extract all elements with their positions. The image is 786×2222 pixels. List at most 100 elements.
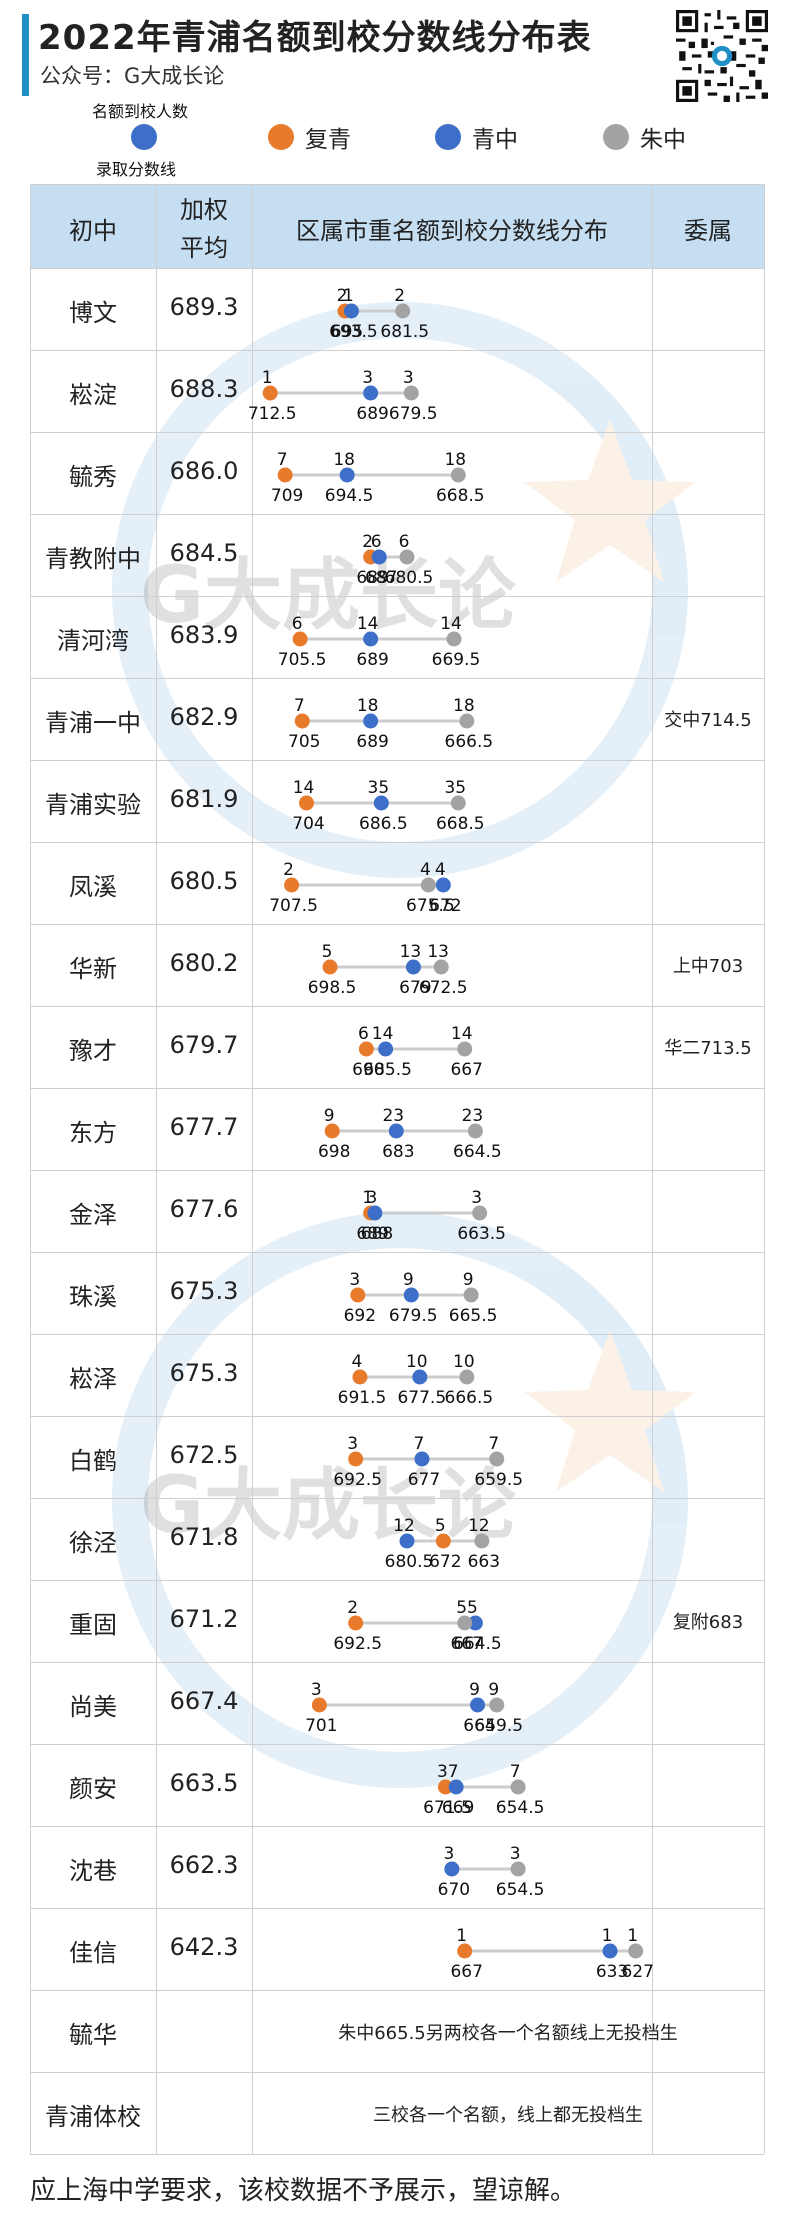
table-column-divider <box>652 184 653 2154</box>
count-label-qingzhong: 7 <box>448 1762 459 1782</box>
weighted-average: 663.5 <box>169 1769 239 1797</box>
table-row-divider <box>30 1006 764 1007</box>
score-label-qingzhong: 694.5 <box>325 486 374 506</box>
score-label-zhuzhong: 680.5 <box>385 568 434 588</box>
dot-qingzhong <box>470 1697 486 1713</box>
school-name: 重固 <box>69 1611 117 1639</box>
score-label-qingzhong: 687 <box>365 568 397 588</box>
table-column-divider <box>156 184 157 2154</box>
count-label-qingzhong: 5 <box>467 1598 478 1618</box>
school-name: 青教附中 <box>45 545 141 573</box>
dot-zhuzhong <box>510 1861 526 1877</box>
header-avg-line2: 平均 <box>180 234 228 262</box>
page-title: 2022年青浦名额到校分数线分布表 <box>38 18 592 58</box>
score-label-fuqing: 689 <box>356 1224 388 1244</box>
count-label-fuqing: 6 <box>358 1024 369 1044</box>
weighted-average: 642.3 <box>169 1933 239 1961</box>
dot-zhuzhong <box>457 1041 473 1057</box>
dot-zhuzhong <box>463 1287 479 1303</box>
count-label-zhuzhong: 18 <box>453 696 475 716</box>
dot-qingzhong <box>405 959 421 975</box>
table-row-divider <box>30 350 764 351</box>
dot-zhuzhong <box>459 1369 475 1385</box>
count-label-fuqing: 6 <box>292 614 303 634</box>
row-remark: 朱中665.5另两校各一个名额线上无投档生 <box>338 2023 678 2044</box>
weighted-average: 667.4 <box>169 1687 239 1715</box>
chart-row: 3 671.5 7 669 7 654.5 <box>423 1762 544 1818</box>
dot-zhuzhong <box>474 1533 490 1549</box>
count-label-fuqing: 3 <box>347 1434 358 1454</box>
dot-fuqing <box>284 877 300 893</box>
header-affiliation: 委属 <box>684 217 732 245</box>
score-label-zhuzhong: 675.5 <box>406 896 455 916</box>
dot-qingzhong <box>403 1287 419 1303</box>
score-label-zhuzhong: 667 <box>450 1634 482 1654</box>
count-label-qingzhong: 4 <box>435 860 446 880</box>
count-label-qingzhong: 3 <box>362 368 373 388</box>
dot-qingzhong <box>367 1205 383 1221</box>
score-label-qingzhong: 679.5 <box>389 1306 438 1326</box>
count-label-zhuzhong: 9 <box>463 1270 474 1290</box>
score-label-fuqing: 704 <box>292 814 324 834</box>
score-label-fuqing: 692.5 <box>333 1470 382 1490</box>
chart-row: 3 701 9 664 9 659.5 <box>305 1680 523 1736</box>
chart-row: 2 707.5 4 672 4 675.5 <box>269 860 461 916</box>
table-column-divider <box>252 184 253 2154</box>
dot-fuqing <box>292 631 308 647</box>
chart-row: 6 705.5 14 689 14 669.5 <box>278 614 481 670</box>
dot-fuqing <box>437 1779 453 1795</box>
dot-qingzhong <box>388 1123 404 1139</box>
dot-qingzhong <box>412 1369 428 1385</box>
chart-row: 4 691.5 10 677.5 10 666.5 <box>338 1352 494 1408</box>
table-row-divider <box>30 760 764 761</box>
chart-row: 5 672 12 680.5 12 663 <box>385 1516 500 1572</box>
score-label-fuqing: 667 <box>450 1962 482 1982</box>
score-label-qingzhong: 689 <box>356 732 388 752</box>
table-row-divider <box>30 514 764 515</box>
weighted-average: 680.5 <box>169 867 239 895</box>
count-label-zhuzhong: 1 <box>627 1926 638 1946</box>
dot-zhuzhong <box>459 713 475 729</box>
count-label-zhuzhong: 7 <box>510 1762 521 1782</box>
table-header-row <box>30 184 764 268</box>
count-label-zhuzhong: 14 <box>440 614 462 634</box>
dot-qingzhong <box>602 1943 618 1959</box>
weighted-average: 680.2 <box>169 949 239 977</box>
dot-qingzhong <box>444 1861 460 1877</box>
count-label-qingzhong: 18 <box>333 450 355 470</box>
dot-qingzhong <box>343 303 359 319</box>
score-label-zhuzhong: 627 <box>621 1962 653 1982</box>
score-label-zhuzhong: 666.5 <box>445 732 494 752</box>
affiliation-note: 上中703 <box>672 956 744 977</box>
chart-row: 7 709 18 694.5 18 668.5 <box>271 450 485 506</box>
table-row-divider <box>30 842 764 843</box>
chart-row: 1 689 3 688 3 663.5 <box>356 1188 506 1244</box>
title-accent-bar <box>22 14 29 96</box>
dot-zhuzhong <box>420 877 436 893</box>
score-label-qingzhong: 672 <box>429 896 461 916</box>
dot-qingzhong <box>414 1451 430 1467</box>
count-label-qingzhong: 9 <box>403 1270 414 1290</box>
dot-fuqing <box>262 385 278 401</box>
count-label-zhuzhong: 3 <box>471 1188 482 1208</box>
score-label-qingzhong: 689 <box>356 650 388 670</box>
dot-fuqing <box>348 1451 364 1467</box>
score-label-qingzhong: 693.5 <box>329 322 378 342</box>
count-label-fuqing: 4 <box>352 1352 363 1372</box>
table-row-divider <box>30 2072 764 2073</box>
legend-label-fuqing: 复青 <box>305 127 351 153</box>
count-label-fuqing: 14 <box>293 778 315 798</box>
dot-zhuzhong <box>489 1451 505 1467</box>
dot-qingzhong <box>448 1779 464 1795</box>
dot-zhuzhong <box>628 1943 644 1959</box>
school-name: 白鹤 <box>69 1447 117 1475</box>
dot-zhuzhong <box>457 1615 473 1631</box>
school-name: 毓华 <box>69 2021 117 2049</box>
count-label-qingzhong: 7 <box>414 1434 425 1454</box>
dot-zhuzhong <box>399 549 415 565</box>
score-label-zhuzhong: 672.5 <box>419 978 468 998</box>
weighted-average: 688.3 <box>169 375 239 403</box>
score-label-qingzhong: 670 <box>438 1880 470 1900</box>
school-name: 华新 <box>69 955 117 983</box>
